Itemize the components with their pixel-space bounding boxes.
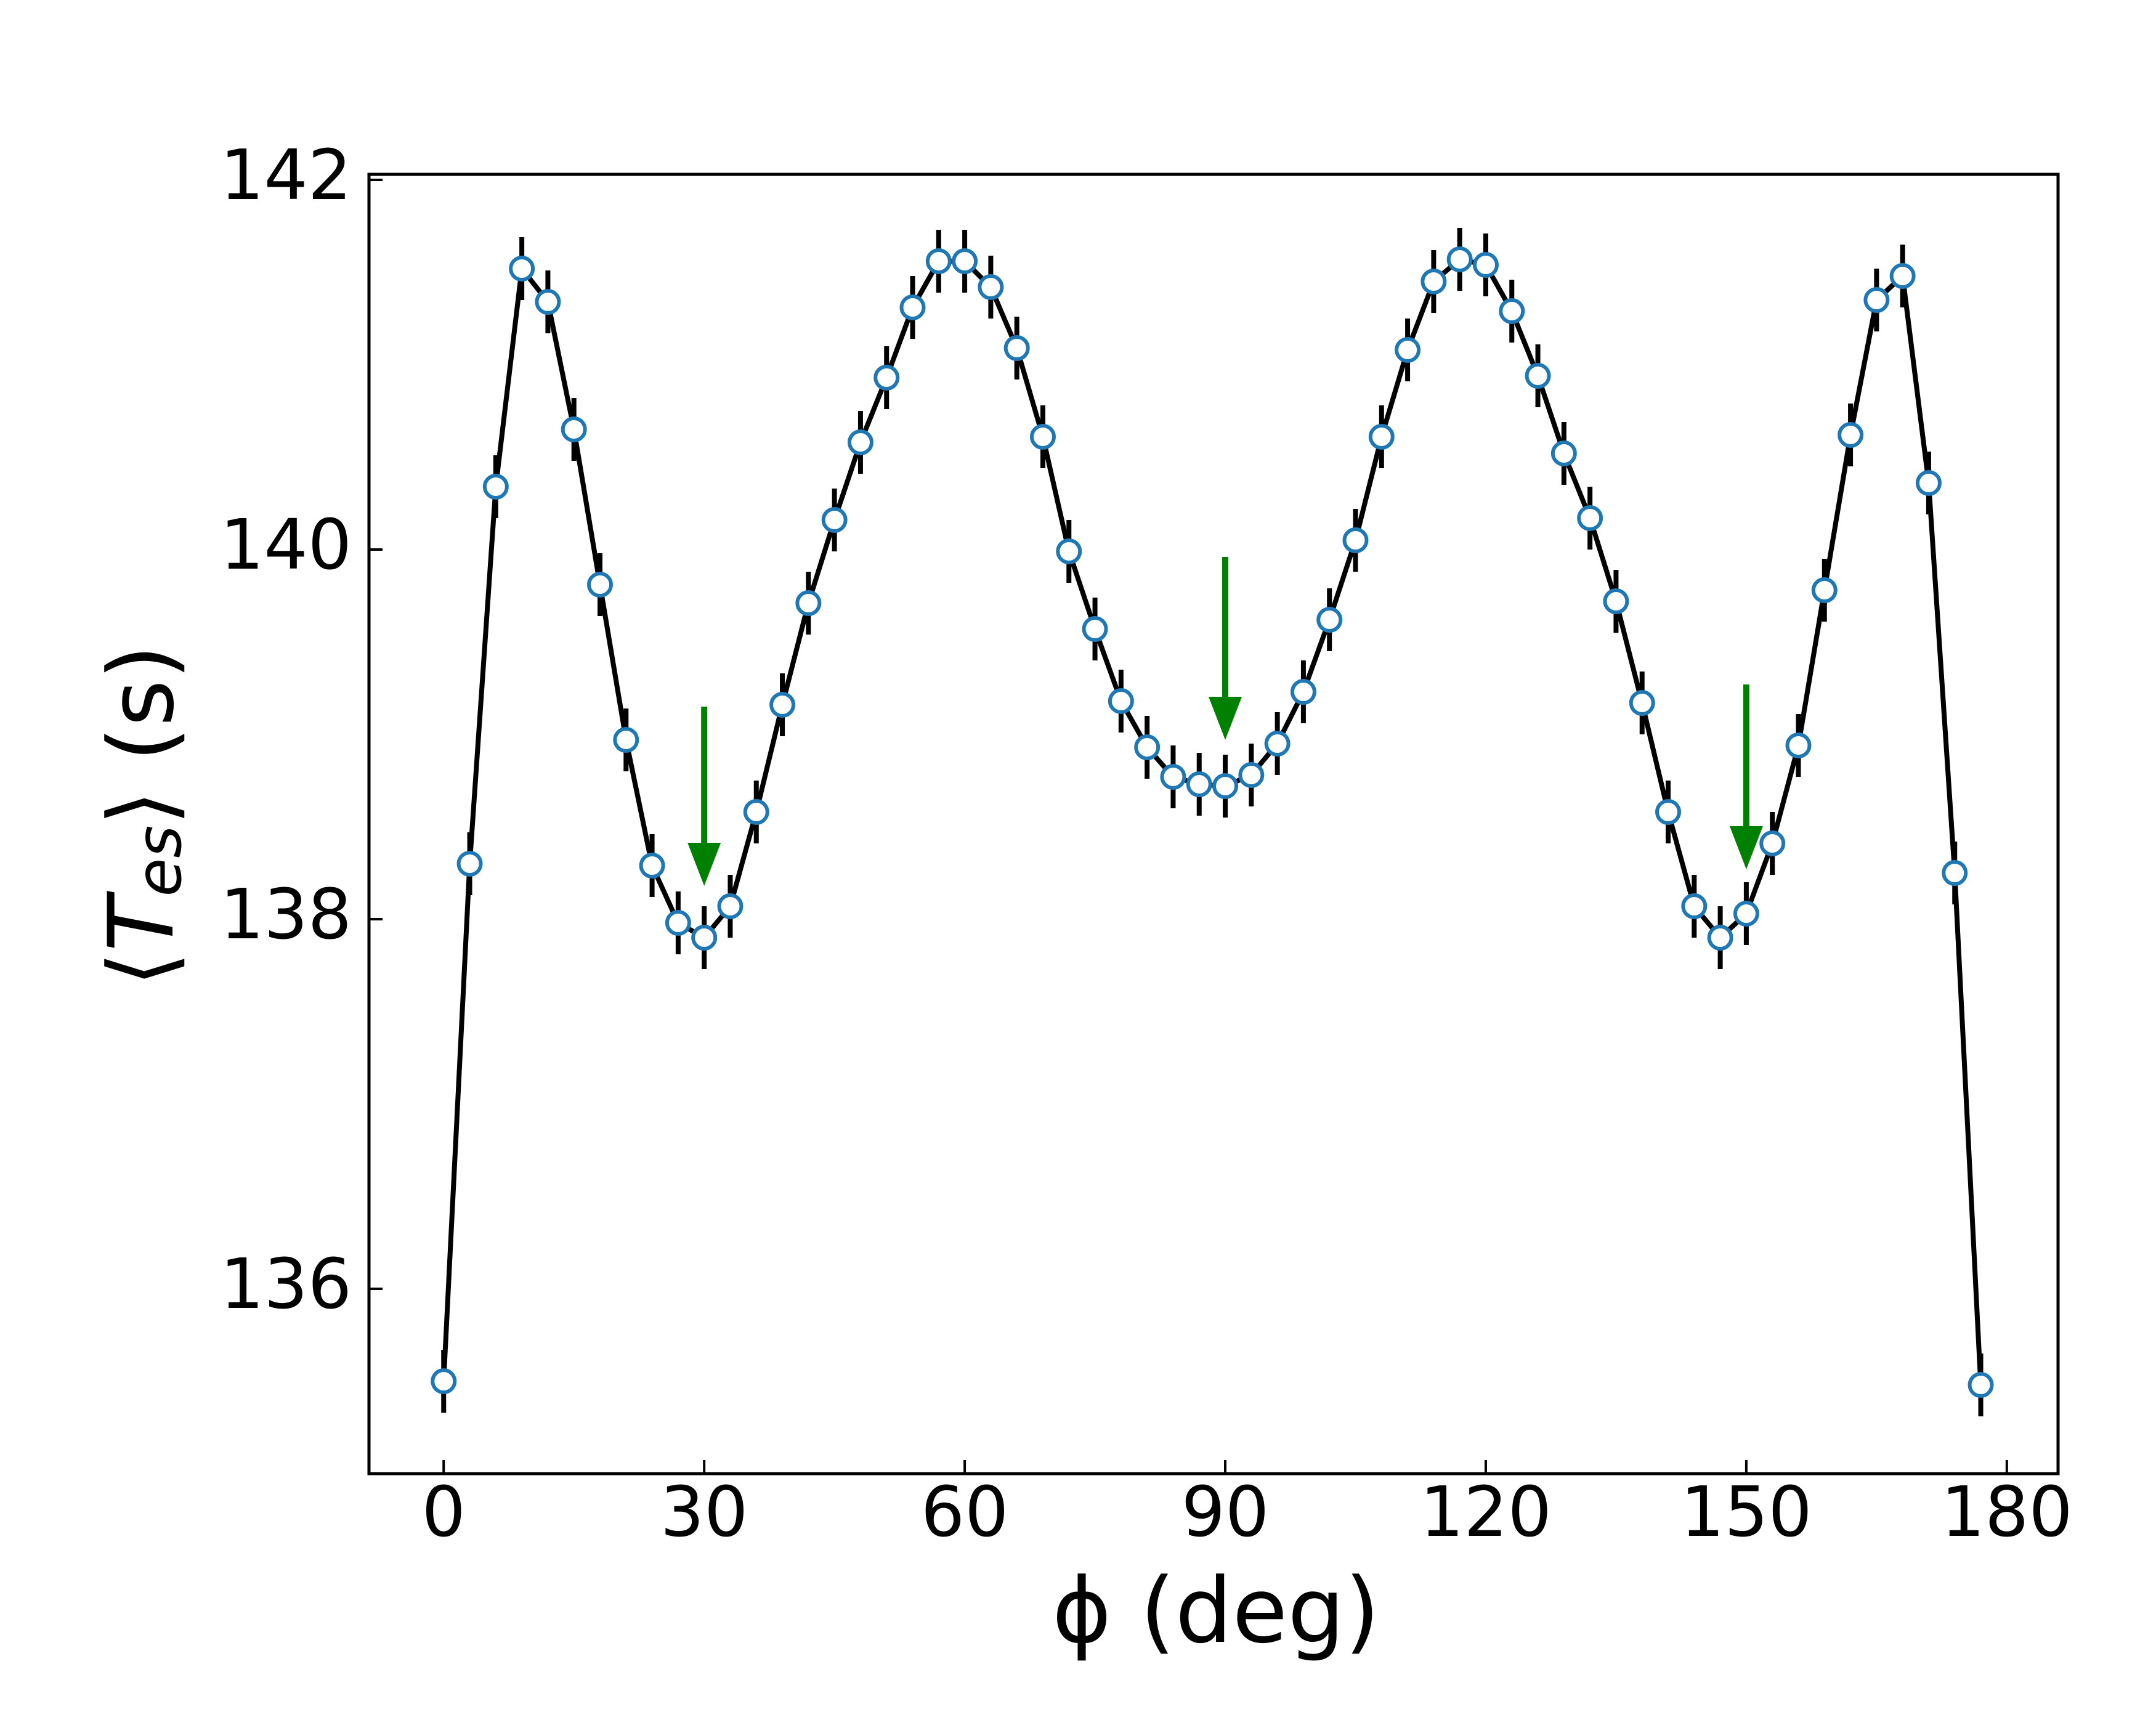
data-point xyxy=(665,910,691,936)
arrow-head xyxy=(1209,697,1242,740)
data-point xyxy=(1029,424,1056,450)
data-point xyxy=(1446,246,1473,272)
data-point xyxy=(1056,538,1082,564)
data-point xyxy=(821,507,848,533)
data-point xyxy=(847,429,873,455)
data-point xyxy=(952,248,978,274)
data-point xyxy=(1003,335,1030,361)
arrow xyxy=(1209,557,1242,740)
data-point xyxy=(1968,1372,1994,1398)
data-point xyxy=(873,365,900,391)
x-axis-label: ϕ (deg) xyxy=(1052,1559,1380,1663)
data-point xyxy=(978,274,1004,300)
x-tick-label: 0 xyxy=(422,1472,466,1552)
y-tick-label: 140 xyxy=(220,505,352,585)
data-point xyxy=(691,925,718,951)
data-point xyxy=(1395,337,1421,363)
data-point xyxy=(482,474,509,500)
y-label-subscript: es xyxy=(123,826,196,897)
data-point xyxy=(1134,734,1161,760)
data-point xyxy=(586,572,613,598)
data-point xyxy=(639,853,665,879)
data-point xyxy=(899,294,926,320)
data-point xyxy=(1082,616,1108,642)
data-point xyxy=(561,416,587,442)
x-tick-label: 30 xyxy=(660,1472,748,1552)
x-tick-label: 90 xyxy=(1181,1472,1270,1552)
data-point xyxy=(1264,731,1291,757)
data-point xyxy=(1863,287,1890,313)
data-point xyxy=(509,256,535,282)
data-point xyxy=(1655,799,1682,825)
x-tick-label: 150 xyxy=(1680,1472,1812,1552)
data-point xyxy=(769,692,796,718)
data-point xyxy=(1108,688,1134,714)
data-point xyxy=(1420,269,1447,294)
data-point xyxy=(456,851,483,877)
data-point xyxy=(613,727,639,753)
data-point xyxy=(1290,679,1316,705)
x-tick-label: 120 xyxy=(1420,1472,1552,1552)
arrow-head xyxy=(687,843,721,886)
data-point xyxy=(1707,925,1733,951)
data-point xyxy=(1186,771,1212,797)
data-point xyxy=(1472,252,1499,278)
y-label-open: ⟨ xyxy=(89,952,194,987)
data-point xyxy=(1550,440,1577,466)
plot-frame xyxy=(367,172,2060,1475)
data-point xyxy=(1316,607,1343,633)
data-point xyxy=(1838,422,1864,448)
data-point xyxy=(1577,505,1603,531)
data-point xyxy=(1342,527,1369,553)
data-point xyxy=(1603,588,1629,614)
data-point xyxy=(795,590,822,616)
data-point xyxy=(1811,577,1838,603)
data-point xyxy=(743,799,769,825)
data-point xyxy=(1785,733,1812,758)
data-point xyxy=(1238,762,1265,788)
data-point xyxy=(1212,773,1239,799)
data-point xyxy=(1915,470,1942,496)
y-tick-label: 138 xyxy=(220,875,352,955)
data-point xyxy=(535,289,561,315)
data-point xyxy=(1733,901,1759,927)
x-tick-label: 180 xyxy=(1941,1472,2073,1552)
data-point xyxy=(1499,298,1525,324)
data-point xyxy=(1629,690,1655,716)
arrow xyxy=(687,707,721,886)
y-tick-label: 142 xyxy=(220,136,352,216)
data-point xyxy=(717,893,744,919)
data-point xyxy=(1889,263,1916,289)
data-point xyxy=(1368,424,1395,450)
data-point xyxy=(431,1368,457,1394)
y-label-close: ⟩ (s) xyxy=(89,644,194,825)
data-point xyxy=(1942,860,1968,886)
arrow-head xyxy=(1729,826,1763,869)
arrow xyxy=(1729,684,1763,869)
x-tick-label: 60 xyxy=(921,1472,1009,1552)
y-label-symbol: T xyxy=(89,891,194,952)
data-point xyxy=(1525,363,1551,389)
data-point xyxy=(925,248,952,274)
y-tick-label: 136 xyxy=(220,1244,352,1325)
data-point xyxy=(1160,764,1186,790)
data-point xyxy=(1681,893,1708,919)
y-axis-label: ⟨Tes⟩ (s) xyxy=(89,644,196,986)
data-point xyxy=(1759,830,1786,856)
